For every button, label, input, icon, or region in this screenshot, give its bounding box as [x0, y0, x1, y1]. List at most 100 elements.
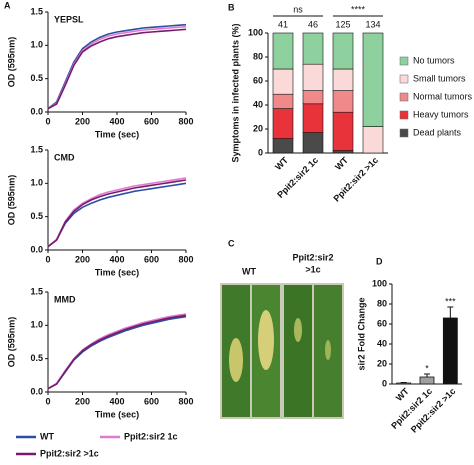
bar: [419, 376, 435, 385]
bar-segment: [272, 32, 294, 70]
y-tick-label: 1.5: [30, 6, 43, 16]
y-tick-label: 0.5: [30, 211, 43, 221]
bar: [442, 317, 458, 385]
x-tick-label: WT: [273, 155, 290, 172]
y-tick-label: 0: [382, 378, 387, 388]
legend-label: Dead plants: [413, 127, 462, 137]
legend-label: Ppit2:sir2 >1c: [40, 448, 99, 458]
bar-segment: [272, 108, 294, 139]
growth-line: [47, 179, 187, 248]
legend-label: WT: [40, 431, 54, 441]
legend-label: No tumors: [413, 55, 455, 65]
x-tick-label: WT: [394, 386, 411, 403]
y-tick-label: 0.0: [30, 386, 43, 396]
y-tick-label: 1.5: [30, 144, 43, 154]
n-label: 134: [365, 19, 380, 29]
photo-label: >1c: [305, 264, 320, 274]
legend-swatch: [399, 110, 409, 120]
y-tick-label: 1.0: [30, 40, 43, 50]
y-tick-label: 40: [253, 99, 263, 109]
bar-segment: [332, 90, 354, 113]
bar-segment: [362, 126, 384, 154]
legend-swatch: [399, 128, 409, 138]
bar-segment: [362, 32, 384, 127]
growth-line: [47, 177, 187, 248]
legend-swatch: [399, 74, 409, 84]
y-tick-label: 1.0: [30, 320, 43, 330]
y-axis-label: Symptoms in infected plants (%): [230, 23, 240, 162]
panel-letter: C: [228, 238, 235, 248]
legend-label: Normal tumors: [413, 91, 473, 101]
growth-line: [47, 313, 187, 390]
y-axis-label: OD (595nm): [6, 317, 16, 368]
legend-label: Ppit2:sir2 1c: [124, 431, 178, 441]
x-tick-label: 400: [109, 116, 124, 126]
panel-letter: A: [4, 0, 11, 10]
x-axis-label: Time (sec): [95, 129, 139, 139]
n-label: 41: [278, 19, 288, 29]
y-tick-label: 1.5: [30, 286, 43, 296]
leaf-photo: [220, 283, 344, 419]
y-tick-label: 80: [253, 51, 263, 61]
error-bar: [447, 306, 454, 318]
n-label: 46: [308, 19, 318, 29]
x-tick-label: 800: [178, 116, 193, 126]
x-tick-label: 400: [109, 396, 124, 406]
bar-segment: [272, 93, 294, 109]
x-tick-label: 0: [45, 254, 50, 264]
growth-line: [47, 314, 187, 390]
x-axis-label: Time (sec): [95, 267, 139, 277]
error-bar: [424, 373, 430, 377]
x-axis-label: Time (sec): [95, 409, 139, 419]
y-tick-label: 80: [377, 298, 387, 308]
significance-label: ****: [351, 4, 366, 14]
bar-segment: [332, 32, 354, 70]
y-tick-label: 60: [377, 318, 387, 328]
bar-segment: [332, 111, 354, 151]
bar: [396, 382, 412, 385]
n-label: 125: [335, 19, 350, 29]
growth-line: [47, 28, 187, 110]
x-tick-label: 200: [75, 396, 90, 406]
bar-segment: [302, 132, 324, 154]
y-tick-label: 1.0: [30, 178, 43, 188]
bar-segment: [332, 68, 354, 91]
panel-letter: D: [376, 256, 383, 266]
x-tick-label: 800: [178, 254, 193, 264]
bar-segment: [302, 32, 324, 65]
photo-label: Ppit2:sir2: [292, 252, 333, 262]
y-tick-label: 0: [258, 147, 263, 157]
legend-label: Small tumors: [413, 73, 466, 83]
x-tick-label: 200: [75, 116, 90, 126]
error-bar: [400, 382, 407, 383]
y-tick-label: 0.5: [30, 73, 43, 83]
legend-swatch: [399, 92, 409, 102]
x-tick-label: 400: [109, 254, 124, 264]
legend-swatch: [399, 56, 409, 66]
chart-title: CMD: [54, 152, 75, 162]
growth-line: [47, 182, 187, 248]
x-tick-label: WT: [333, 155, 350, 172]
significance-label: ns: [293, 4, 303, 14]
x-tick-label: 600: [144, 254, 159, 264]
growth-line: [47, 315, 187, 390]
x-tick-label: 0: [45, 396, 50, 406]
chart-title: YEPSL: [54, 14, 84, 24]
x-tick-label: 200: [75, 254, 90, 264]
y-tick-label: 0.0: [30, 244, 43, 254]
x-tick-label: 600: [144, 396, 159, 406]
y-tick-label: 20: [377, 358, 387, 368]
y-tick-label: 100: [372, 278, 387, 288]
chart-title: MMD: [54, 294, 76, 304]
x-tick-label: 800: [178, 396, 193, 406]
growth-line: [47, 25, 187, 110]
photo-label: WT: [242, 266, 256, 276]
bar-segment: [302, 63, 324, 91]
y-axis-label: OD (595nm): [6, 175, 16, 226]
y-axis-label: OD (595nm): [6, 37, 16, 88]
y-tick-label: 100: [248, 27, 263, 37]
bar-segment: [272, 68, 294, 95]
y-tick-label: 20: [253, 123, 263, 133]
y-tick-label: 0.0: [30, 106, 43, 116]
